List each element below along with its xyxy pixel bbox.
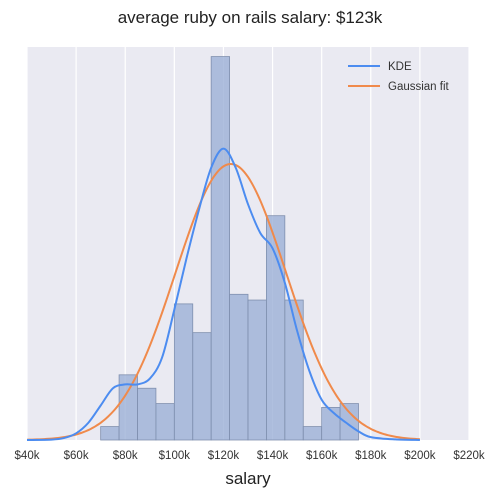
histogram-bar [340,404,358,440]
x-tick-label: $80k [113,450,138,462]
histogram-bar [248,300,266,440]
histogram-bar [211,57,229,440]
legend-label-gaussian: Gaussian fit [388,81,450,93]
x-tick-label: $160k [306,450,338,462]
x-tick-label: $40k [15,450,40,462]
histogram-bar [322,407,340,440]
x-tick-label: $140k [257,450,289,462]
histogram-bar [193,333,211,440]
histogram-bar [101,427,119,440]
legend-label-kde: KDE [388,61,412,73]
x-tick-label: $180k [355,450,387,462]
histogram-bar [138,388,156,440]
x-axis-ticks: $40k $60k $80k $100k $120k $140k $160k $180k $20… [15,450,485,462]
x-tick-label: $100k [159,450,191,462]
x-tick-label: $120k [208,450,240,462]
x-tick-label: $60k [64,450,89,462]
histogram-bar [266,216,284,440]
histogram-bar [303,427,321,440]
histogram-bar [156,404,174,440]
x-tick-label: $200k [404,450,436,462]
histogram-bar [230,294,248,440]
x-tick-label: $220k [453,450,485,462]
histogram-bar [174,304,192,440]
x-axis-label: salary [225,469,271,488]
